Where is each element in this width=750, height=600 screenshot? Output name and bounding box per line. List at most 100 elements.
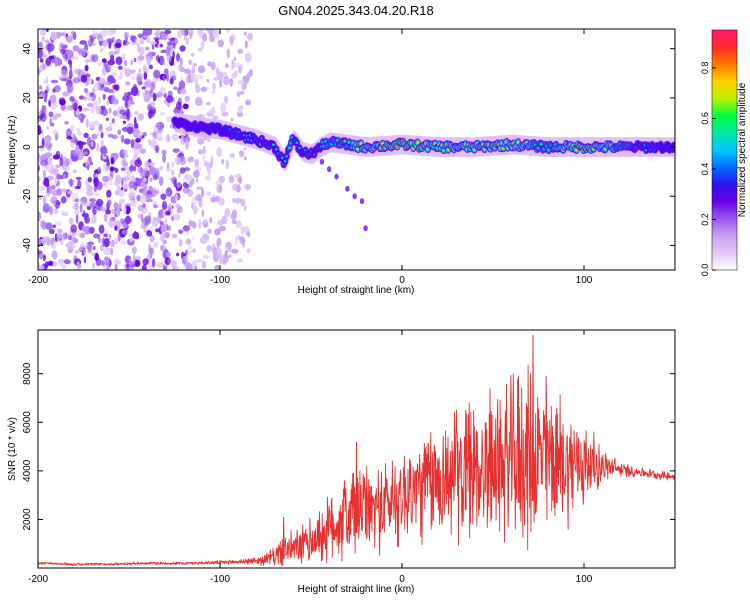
noise-speck <box>60 210 67 214</box>
noise-speck <box>75 127 81 132</box>
noise-speck <box>84 64 89 72</box>
noise-speck <box>46 125 50 130</box>
noise-speck <box>246 32 254 41</box>
noise-speck <box>50 196 58 204</box>
noise-speck <box>39 85 42 90</box>
noise-speck <box>187 156 195 163</box>
noise-speck <box>126 263 130 269</box>
colorbar: 0.0 0.2 0.4 0.6 0.8 Normalized spectral ampl… <box>700 29 748 276</box>
noise-speck <box>86 244 92 250</box>
colorbar-tick-label: 0.4 <box>700 163 710 176</box>
noise-speck <box>84 214 88 224</box>
noise-speck <box>137 166 141 174</box>
noise-speck <box>232 183 238 191</box>
noise-speck <box>118 199 126 204</box>
noise-speck <box>166 115 173 123</box>
noise-speck <box>79 232 86 239</box>
noise-speck <box>240 225 245 236</box>
noise-speck <box>99 238 103 243</box>
noise-speck <box>185 37 189 45</box>
ridge-branch <box>352 193 357 200</box>
noise-speck <box>137 80 143 86</box>
noise-speck <box>163 29 172 35</box>
noise-speck <box>152 77 158 85</box>
noise-speck <box>85 158 90 167</box>
noise-speck <box>202 255 209 259</box>
noise-speck <box>217 39 224 48</box>
noise-speck <box>117 76 122 80</box>
noise-speck <box>129 261 137 268</box>
noise-speck <box>172 42 176 50</box>
noise-speck <box>38 186 46 191</box>
noise-speck <box>153 36 161 41</box>
spectrogram-y-tick-label: -20 <box>22 189 33 204</box>
noise-speck <box>102 40 107 48</box>
noise-speck <box>149 248 153 259</box>
ridge-branch <box>363 225 368 232</box>
noise-speck <box>236 258 244 263</box>
noise-speck <box>148 185 154 196</box>
noise-speck <box>224 250 228 258</box>
noise-speck <box>216 237 222 247</box>
noise-speck <box>82 151 88 156</box>
noise-speck <box>50 100 58 110</box>
snr-peak <box>282 516 285 558</box>
noise-speck <box>157 129 163 133</box>
noise-speck <box>234 197 242 204</box>
noise-speck <box>133 181 138 191</box>
noise-speck <box>226 29 230 34</box>
noise-speck <box>106 99 110 106</box>
noise-speck <box>188 220 192 227</box>
noise-speck <box>231 248 239 254</box>
noise-speck <box>141 264 147 270</box>
noise-speck <box>165 168 173 172</box>
noise-speck <box>174 157 181 164</box>
noise-speck <box>191 52 195 57</box>
noise-speck <box>158 176 164 187</box>
noise-speck <box>45 191 51 198</box>
noise-speck <box>91 214 97 224</box>
noise-speck <box>99 48 104 53</box>
noise-speck <box>60 48 67 55</box>
noise-speck <box>98 123 103 132</box>
noise-speck <box>117 129 122 135</box>
noise-speck <box>128 192 136 200</box>
noise-speck <box>103 238 110 248</box>
noise-speck <box>120 240 128 245</box>
noise-speck <box>41 105 47 111</box>
noise-speck <box>212 115 219 120</box>
spectrogram-y-tick-label: 0 <box>22 144 33 150</box>
noise-speck <box>69 60 73 70</box>
noise-speck <box>143 80 151 87</box>
spectrogram-y-tick-label: 20 <box>22 92 33 104</box>
noise-speck <box>245 76 249 85</box>
noise-speck <box>58 260 65 267</box>
noise-speck <box>244 40 248 49</box>
snr-peak <box>355 441 358 534</box>
noise-speck <box>100 244 104 252</box>
noise-speck <box>135 38 139 46</box>
noise-speck <box>243 147 247 151</box>
noise-speck <box>84 58 92 63</box>
noise-speck <box>93 82 100 92</box>
colorbar-ticks: 0.0 0.2 0.4 0.6 0.8 <box>700 62 716 276</box>
noise-speck <box>79 203 83 213</box>
snr-x-tick-label: 100 <box>576 574 593 585</box>
noise-speck <box>238 150 245 158</box>
noise-speck <box>137 113 145 121</box>
noise-speck <box>221 215 228 225</box>
noise-speck <box>49 206 53 216</box>
noise-speck <box>155 145 159 154</box>
noise-speck <box>134 122 139 130</box>
snr-plot-area <box>38 334 675 567</box>
noise-speck <box>52 115 58 121</box>
ridge-core <box>343 139 347 143</box>
noise-speck <box>159 166 164 171</box>
noise-speck <box>62 91 70 97</box>
ridge-core <box>359 142 363 146</box>
noise-speck <box>198 47 203 52</box>
noise-speck <box>39 29 47 37</box>
ridge-core <box>446 148 450 152</box>
noise-speck <box>142 89 150 100</box>
noise-speck <box>117 65 123 70</box>
